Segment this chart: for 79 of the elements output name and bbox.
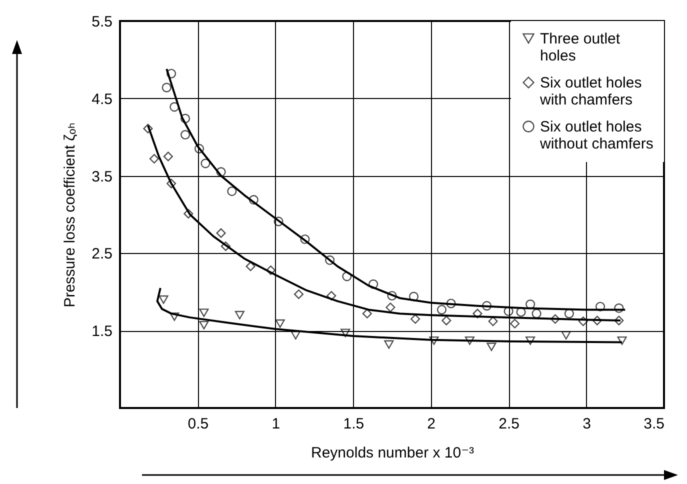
point [561,331,571,340]
point [516,307,526,317]
point [199,308,209,318]
point [216,167,226,177]
point [486,342,496,352]
point [564,308,574,318]
point [550,314,560,324]
x-tick-label: 1.5 [343,416,364,432]
point [274,216,284,226]
point [149,154,159,164]
point [617,336,627,345]
point [384,340,394,349]
point [158,295,168,304]
x-tick-label: 1 [272,416,280,432]
point [578,316,588,326]
point [614,316,624,326]
point [340,328,350,338]
point [326,290,336,301]
point [199,320,209,330]
point [227,186,237,196]
x-tick-label: 2 [427,416,436,432]
y-tick-label: 5.5 [92,14,112,30]
y-tick-label: 4.5 [92,90,112,108]
legend-label: Six outlet holes without chamfers [539,118,654,152]
point [248,195,258,205]
y-tick-label: 2.5 [92,246,112,263]
point [464,336,474,345]
point [266,265,276,276]
point [180,114,190,124]
y-axis-title: Pressure loss coefficient ζₒₕ [62,122,79,308]
point [436,304,447,314]
point [386,302,396,312]
point [408,292,419,302]
point [325,255,335,265]
point [275,319,285,328]
point [510,318,520,328]
point [162,82,172,92]
point [526,300,536,310]
point [220,241,230,252]
x-axis-title: Reynolds number x 10⁻³ [311,444,474,462]
y-tick-label: 3.5 [92,168,112,186]
point [194,144,204,154]
point [180,130,190,140]
point [488,316,498,326]
x-tick-label: 2.5 [498,416,520,432]
legend-label: Three outlet holes [540,30,621,64]
point [200,158,210,168]
point [163,152,173,162]
point [595,302,606,312]
point [387,290,397,301]
y-tick-label: 1.5 [92,323,112,340]
legend-label: Six outlet holes with chamfers [539,74,642,108]
point [362,308,372,318]
x-tick-label: 0.5 [188,416,209,432]
point [166,178,176,188]
x-tick-label: 3.5 [644,416,664,432]
point [429,336,439,345]
point [246,262,256,272]
point [184,208,194,219]
point [526,336,536,345]
point [166,68,176,78]
point [472,308,482,318]
x-tick-label: 3 [582,416,591,432]
point [234,310,244,320]
point [170,102,180,112]
point [592,316,602,326]
point [290,331,300,340]
point [294,289,304,300]
point [532,308,542,318]
point [342,272,352,282]
point [446,298,456,308]
point [300,234,310,244]
point [482,301,492,311]
point [216,228,226,238]
point [368,279,378,289]
point [170,312,180,321]
point [410,314,420,324]
point [442,316,452,326]
point [143,124,153,134]
